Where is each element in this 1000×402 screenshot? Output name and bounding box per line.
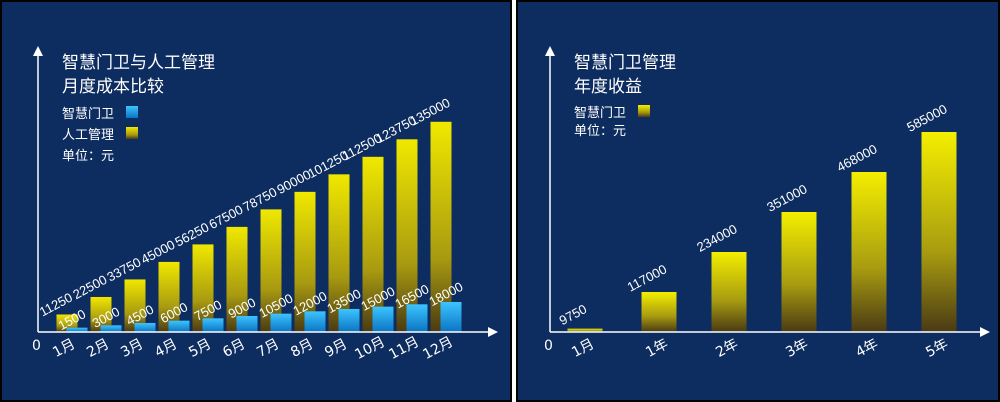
bar-gatekeeper-7 [270, 313, 292, 332]
annual-revenue-chart: 智慧门卫管理 年度收益 智慧门卫 单位：元 0 9750 1月 117000 1年 23… [544, 46, 990, 361]
x-tick-label-12: 12月 [420, 334, 456, 363]
legend-swatch-gatekeeper [638, 105, 650, 117]
data-label-revenue-4: 351000 [764, 181, 809, 215]
unit-label: 单位：元 [62, 149, 114, 164]
x-tick-label-4: 3年 [783, 336, 811, 361]
origin-label: 0 [32, 338, 41, 354]
origin-label: 0 [544, 338, 553, 354]
bar-gatekeeper-6 [236, 315, 258, 332]
data-label-revenue-1: 9750 [557, 301, 590, 328]
x-tick-label-3: 3月 [118, 336, 146, 361]
bar-gatekeeper-2 [100, 325, 122, 332]
bar-manual-4 [158, 261, 180, 332]
monthly-cost-chart: 智慧门卫与人工管理 月度成本比较 智慧门卫 人工管理 单位：元 0 112501… [32, 46, 498, 363]
chart-subtitle: 年度收益 [574, 77, 642, 97]
legend-label-gatekeeper: 智慧门卫 [574, 105, 626, 121]
legend-label-gatekeeper: 智慧门卫 [62, 106, 114, 122]
bar-gatekeeper-10 [372, 306, 394, 332]
x-tick-label-8: 8月 [288, 336, 316, 361]
bar-gatekeeper-9 [338, 308, 360, 332]
x-tick-label-3: 2年 [713, 336, 741, 361]
bar-manual-9 [328, 174, 350, 332]
data-label-revenue-6: 585000 [904, 101, 949, 135]
x-axis-arrow [980, 327, 990, 337]
bar-manual-7 [260, 209, 282, 332]
data-label-revenue-3: 234000 [694, 221, 739, 255]
legend-label-manual: 人工管理 [62, 128, 114, 143]
x-tick-label-6: 5年 [923, 336, 951, 361]
bar-gatekeeper-3 [134, 322, 156, 332]
bar-manual-11 [396, 139, 418, 332]
x-tick-label-4: 4月 [152, 336, 180, 361]
bar-gatekeeper-4 [168, 320, 190, 332]
chart-title: 智慧门卫管理 [574, 53, 676, 73]
bar-revenue-3 [711, 252, 747, 332]
bar-manual-1 [56, 314, 78, 332]
unit-label: 单位：元 [574, 124, 626, 139]
x-tick-label-5: 4年 [853, 336, 881, 361]
bar-gatekeeper-12 [440, 301, 462, 332]
x-tick-label-7: 7月 [254, 336, 282, 361]
x-tick-label-1: 1月 [50, 336, 78, 361]
x-tick-label-11: 11月 [386, 334, 422, 363]
bar-manual-5 [192, 244, 214, 332]
bar-revenue-2 [641, 292, 677, 332]
bar-manual-8 [294, 191, 316, 332]
y-axis-arrow [33, 46, 43, 56]
right-chart-panel: 智慧门卫管理 年度收益 智慧门卫 单位：元 0 9750 1月 117000 1年 23… [516, 0, 1000, 402]
legend-swatch-manual [126, 127, 138, 139]
x-tick-label-10: 10月 [352, 334, 388, 363]
chart-subtitle: 月度成本比较 [62, 77, 164, 97]
x-tick-label-2: 2月 [84, 336, 112, 361]
x-tick-label-5: 5月 [186, 336, 214, 361]
x-axis-arrow [488, 327, 498, 337]
bar-manual-10 [362, 156, 384, 332]
y-axis-arrow [545, 46, 555, 56]
bar-gatekeeper-5 [202, 318, 224, 332]
left-chart-panel: 智慧门卫与人工管理 月度成本比较 智慧门卫 人工管理 单位：元 0 11250 1… [0, 0, 512, 402]
x-tick-label-2: 1年 [643, 336, 671, 361]
bar-gatekeeper-1 [66, 327, 88, 332]
bar-gatekeeper-11 [406, 304, 428, 332]
chart-title: 智慧门卫与人工管理 [62, 53, 215, 73]
legend-swatch-gatekeeper [126, 106, 138, 118]
x-tick-label-9: 9月 [322, 336, 350, 361]
bar-revenue-4 [781, 212, 817, 332]
bar-manual-6 [226, 226, 248, 332]
bar-manual-3 [124, 279, 146, 332]
x-tick-label-6: 6月 [220, 336, 248, 361]
bar-revenue-1 [567, 328, 603, 332]
bar-manual-2 [90, 296, 112, 332]
data-label-revenue-2: 117000 [625, 261, 669, 294]
bar-revenue-6 [921, 132, 957, 332]
x-tick-label-1: 1月 [569, 336, 597, 361]
data-label-revenue-5: 468000 [834, 141, 879, 175]
bar-revenue-5 [851, 172, 887, 332]
bar-manual-12 [430, 121, 452, 333]
bar-gatekeeper-8 [304, 311, 326, 332]
